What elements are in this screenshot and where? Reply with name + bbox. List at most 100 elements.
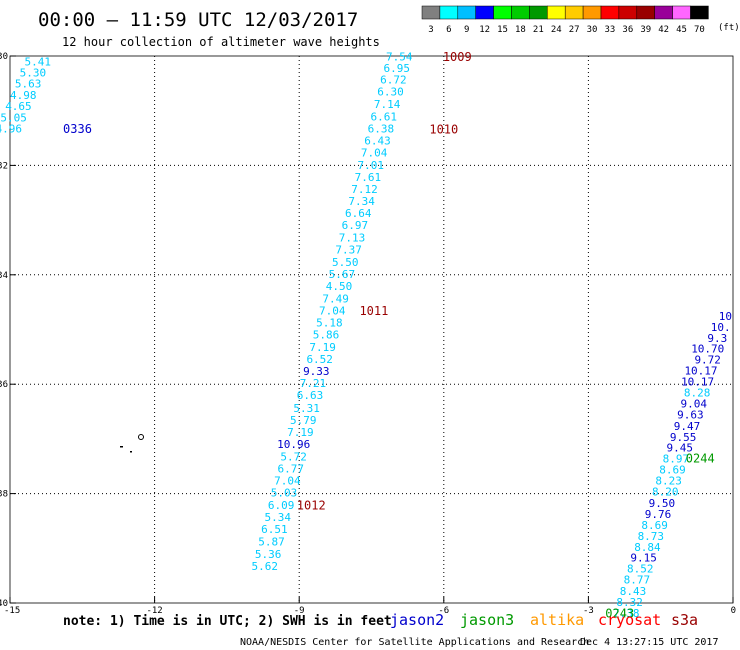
wave-height-label: 9.72: [694, 354, 721, 367]
footer-note: note: 1) Time is in UTC; 2) SWH is in fe…: [63, 614, 392, 629]
wave-height-label: 5.31: [293, 402, 320, 415]
wave-height-label: 10.70: [691, 343, 724, 356]
x-tick-label: -9: [294, 606, 305, 616]
color-swatch: [564, 5, 584, 20]
wave-height-label: 5.36: [255, 548, 282, 561]
color-scale-label: 15: [497, 25, 508, 35]
legend-altika: altika: [530, 611, 584, 629]
wave-height-label: 6.30: [377, 86, 404, 99]
x-tick-label: -3: [583, 606, 594, 616]
color-swatch: [672, 5, 691, 20]
color-swatch: [511, 5, 530, 20]
x-tick-label: -12: [146, 606, 162, 616]
wave-height-label: 4.50: [326, 280, 353, 293]
color-scale-label: 70: [694, 25, 705, 35]
wave-height-label: 5.87: [258, 535, 285, 548]
wave-height-label: 5.05: [0, 111, 27, 124]
wave-height-label: 7.14: [374, 98, 401, 111]
wave-height-label: 7.19: [287, 426, 314, 439]
wave-height-label: 5.72: [280, 450, 307, 463]
color-scale-label: 6: [446, 25, 451, 35]
wave-height-label: 8.43: [620, 585, 647, 598]
color-scale-label: 21: [533, 25, 544, 35]
wave-height-label: 5.41: [24, 56, 51, 69]
wave-height-label: 7.38: [613, 607, 640, 620]
wave-height-label: 8.69: [659, 464, 686, 477]
chart-title: 00:00 – 11:59 UTC 12/03/2017: [38, 9, 358, 31]
wave-height-label: 6.95: [384, 62, 411, 75]
legend-jason2: jason2: [390, 611, 444, 629]
legend-jason3: jason3: [460, 611, 514, 629]
y-tick-label: -32: [0, 161, 8, 171]
color-scale-label: 27: [569, 25, 580, 35]
color-swatch: [654, 5, 673, 20]
wave-height-label: 8.23: [655, 475, 682, 488]
wave-height-label: 7.61: [355, 171, 382, 184]
wave-height-label: 5.86: [313, 329, 340, 342]
footer-credit: NOAA/NESDIS Center for Satellite Applica…: [240, 637, 589, 648]
wave-height-label: 10.17: [684, 365, 717, 378]
wave-height-label: 6.72: [380, 74, 407, 87]
wave-height-label: 7.19: [309, 341, 336, 354]
satellite-legend: jason2 jason3 altika cryosat s3a: [390, 611, 698, 629]
plot-area: -15-12-9-6-30-30-32-34-36-38-405.415.305…: [0, 50, 736, 620]
wave-height-label: 5.50: [332, 256, 359, 269]
wave-height-label: 8.52: [627, 563, 654, 576]
wave-height-label: 9.33: [303, 365, 330, 378]
pass-time-label: 1012: [297, 499, 326, 513]
wave-height-label: 10.17: [681, 376, 714, 389]
wave-height-label: 7.01: [358, 159, 385, 172]
wave-height-label: 5.62: [251, 560, 278, 573]
wave-height-label: 6.61: [371, 110, 398, 123]
color-swatch: [618, 5, 638, 20]
wave-height-label: 6.43: [364, 134, 391, 147]
wave-height-label: 8.97: [663, 453, 690, 466]
color-swatch: [529, 5, 548, 20]
color-scale-label: 12: [479, 25, 490, 35]
wave-height-label: 9.47: [674, 420, 701, 433]
x-tick-label: 0: [731, 606, 736, 616]
wave-height-label: 9.45: [666, 442, 693, 455]
color-scale-label: 30: [587, 25, 598, 35]
legend-s3a: s3a: [671, 611, 698, 629]
wave-height-label: 10.: [711, 321, 731, 334]
color-swatch: [421, 5, 441, 20]
wave-height-label: 5.18: [316, 316, 343, 329]
footer-timestamp: Dec 4 13:27:15 UTC 2017: [580, 637, 718, 648]
wave-height-label: 6.77: [278, 463, 305, 476]
color-scale-label: 36: [622, 25, 633, 35]
wave-height-label: 8.28: [684, 386, 711, 399]
wave-height-label: 8.69: [641, 519, 668, 532]
wave-height-label: 9.04: [680, 397, 707, 410]
color-swatch: [493, 5, 512, 20]
wave-height-label: 7.04: [361, 146, 388, 159]
wave-height-label: 7.04: [274, 475, 301, 488]
wave-height-label: 7.37: [335, 244, 362, 257]
wave-height-label: 4.96: [0, 122, 22, 135]
y-tick-label: -38: [0, 490, 8, 500]
color-swatch: [690, 5, 709, 20]
wave-height-label: 7.13: [339, 232, 366, 245]
color-scale-label: 42: [658, 25, 669, 35]
wave-height-label: 8.77: [624, 574, 651, 587]
color-scale-label: 39: [640, 25, 651, 35]
chart-subtitle: 12 hour collection of altimeter wave hei…: [62, 35, 380, 49]
color-swatch: [600, 5, 620, 20]
wave-height-label: 9.3: [707, 332, 727, 345]
color-swatch: [475, 5, 494, 20]
wave-height-label: 9.50: [649, 497, 676, 510]
island-outline: [120, 446, 123, 448]
wave-height-label: 6.97: [342, 219, 369, 232]
color-scale-label: 3: [428, 25, 433, 35]
wave-height-label: 4.98: [10, 89, 37, 102]
y-tick-label: -36: [0, 380, 8, 390]
color-swatch: [582, 5, 602, 20]
wave-height-label: 5.30: [20, 67, 47, 80]
pass-time-label: 1009: [443, 50, 472, 64]
wave-height-label: 8.20: [652, 486, 679, 499]
color-scale-label: 45: [676, 25, 687, 35]
legend-cryosat: cryosat: [598, 611, 661, 629]
pass-time-label: 1010: [429, 122, 458, 136]
wave-height-label: 7.12: [351, 183, 378, 196]
